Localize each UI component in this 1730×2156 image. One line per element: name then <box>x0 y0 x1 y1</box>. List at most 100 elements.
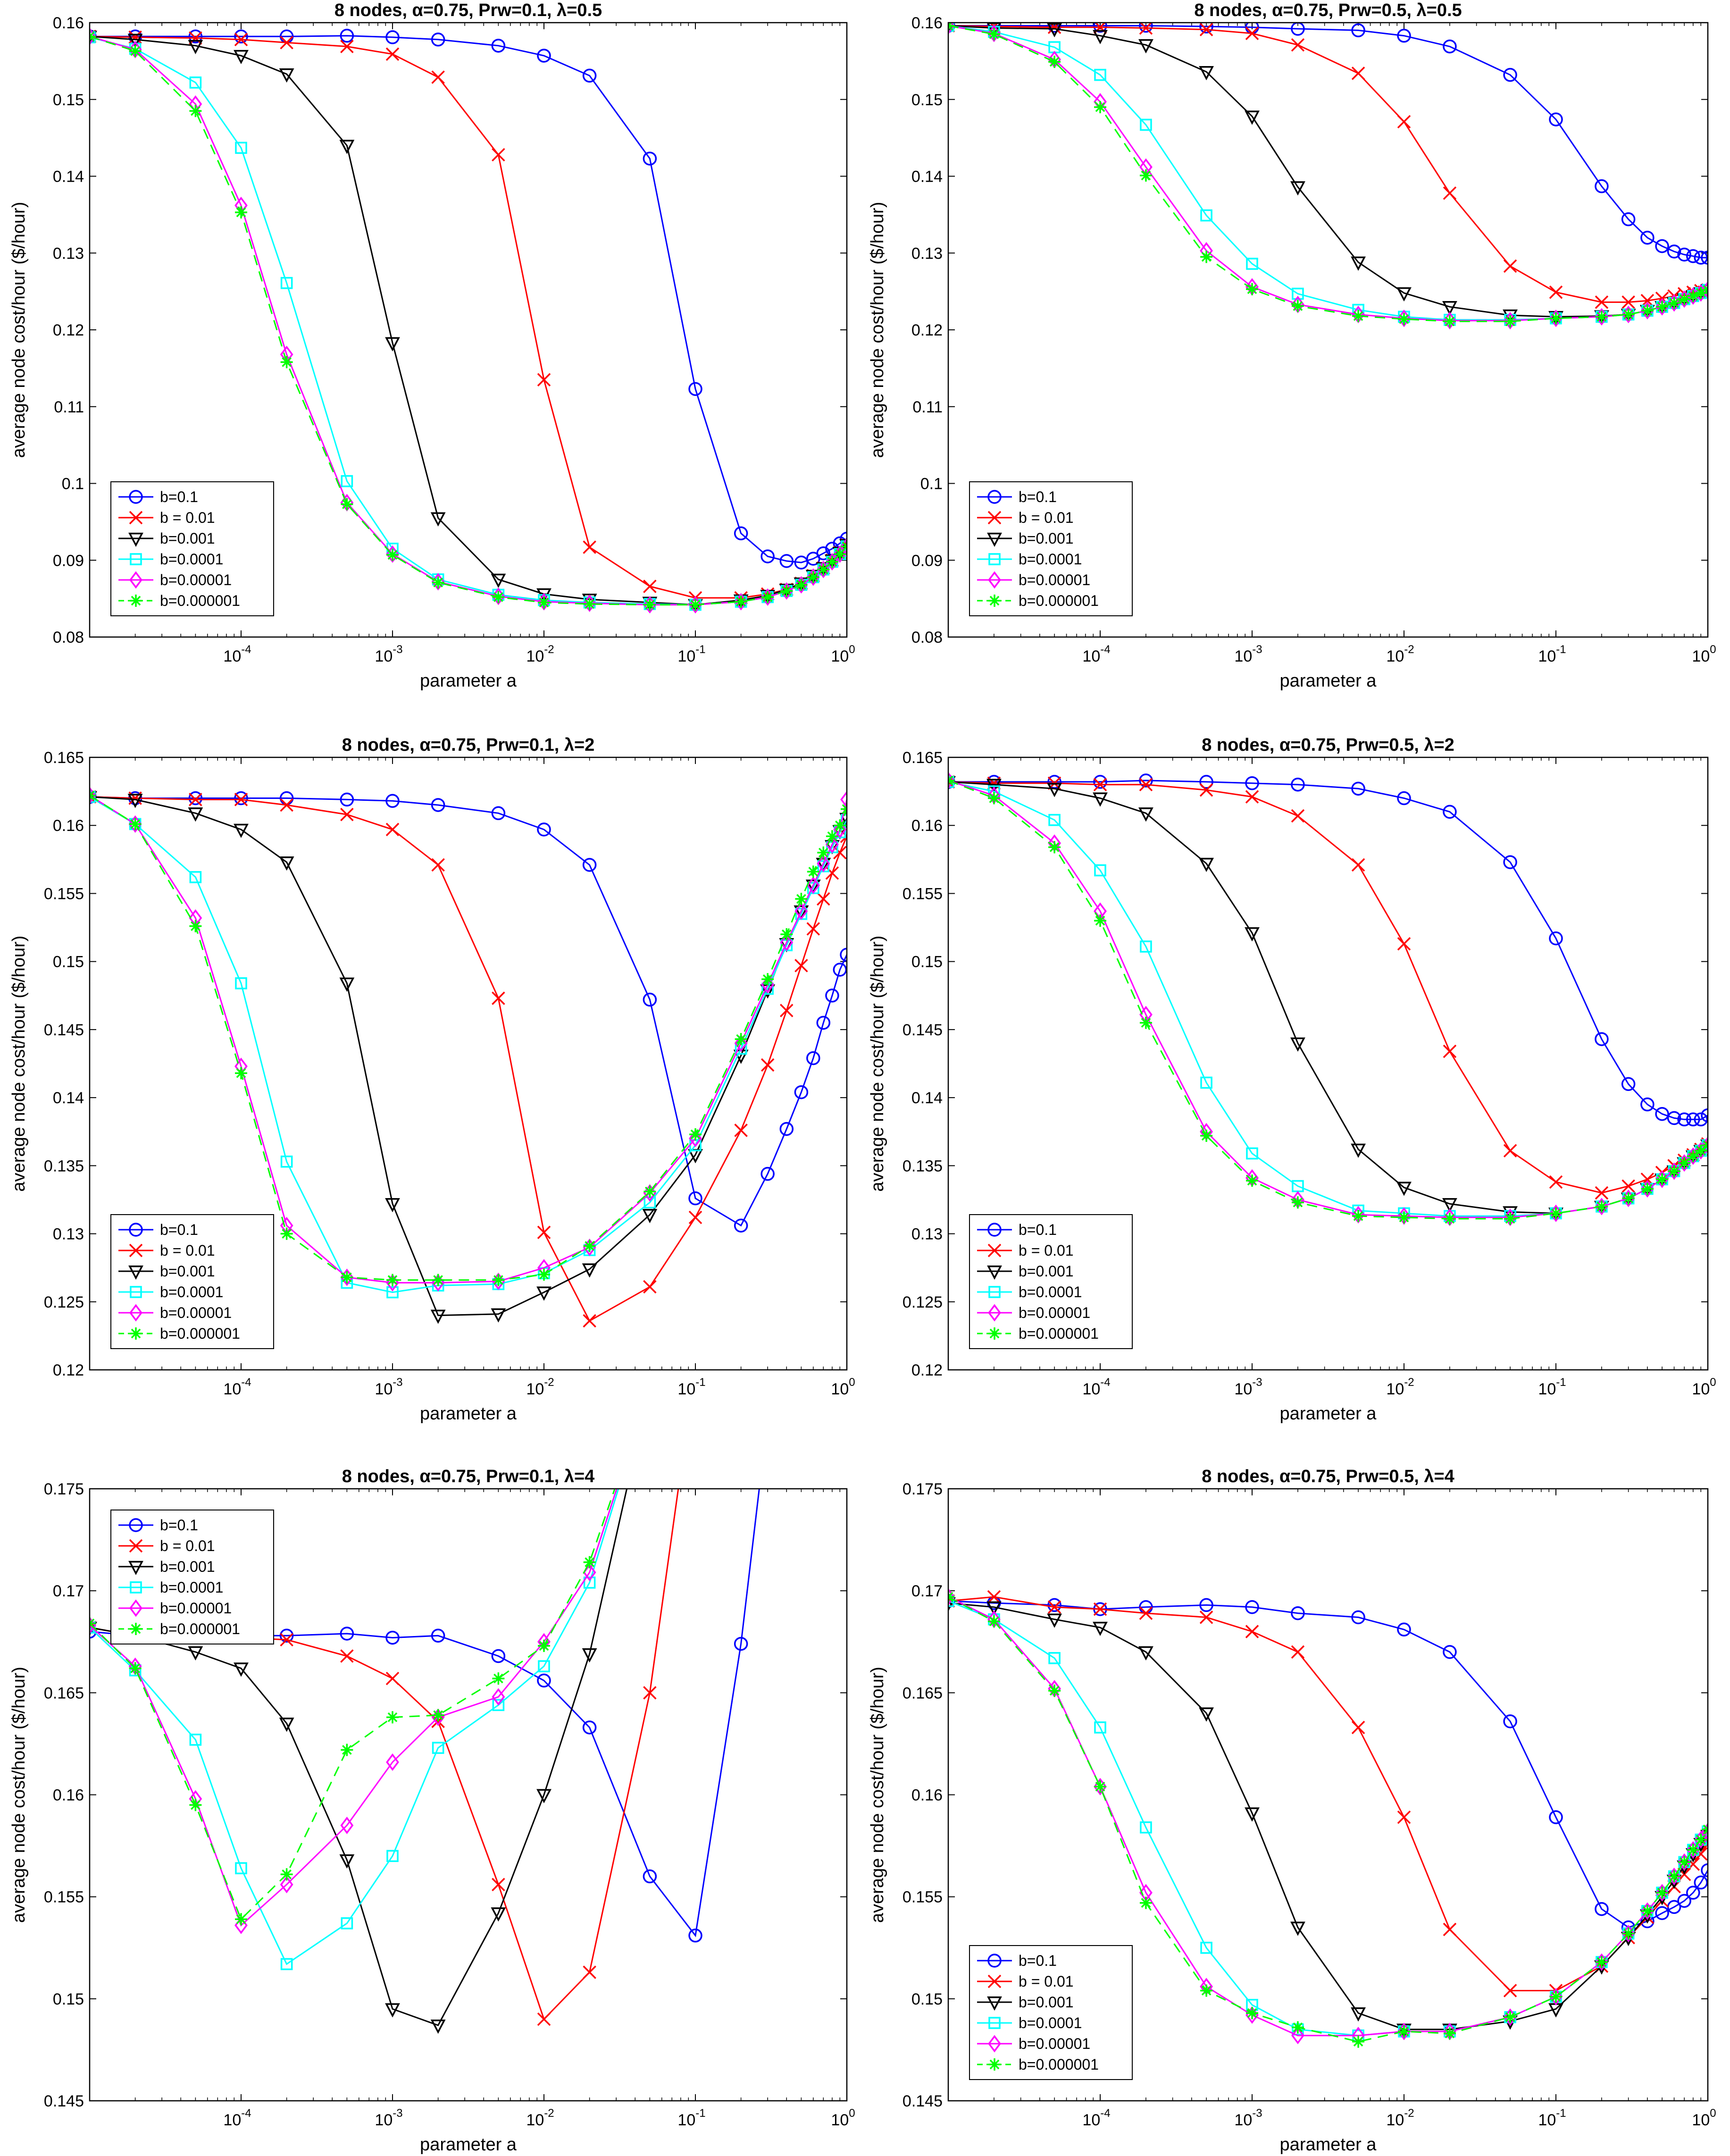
data-point <box>1595 1200 1608 1213</box>
data-point <box>1048 841 1061 854</box>
chart-title: 8 nodes, α=0.75, Prw=0.1, λ=4 <box>342 1467 595 1486</box>
legend-marker <box>988 571 1001 589</box>
data-point <box>1246 1147 1258 1160</box>
series-line-3 <box>90 1489 628 2026</box>
y-tick-label: 0.15 <box>911 1990 943 2008</box>
y-tick-label: 0.13 <box>53 1225 84 1243</box>
y-tick-label: 0.16 <box>53 817 84 835</box>
data-point <box>582 68 597 83</box>
legend-entry-label: b = 0.01 <box>160 1537 215 1554</box>
data-point <box>780 585 793 597</box>
legend-marker <box>130 553 142 565</box>
x-tick-label: 10-2 <box>1386 1376 1414 1398</box>
data-point <box>1351 858 1365 872</box>
legend-entry-label: b=0.1 <box>1019 488 1057 505</box>
data-point <box>279 856 294 871</box>
data-point <box>537 1673 551 1688</box>
data-point <box>794 1085 809 1099</box>
x-axis-label: parameter a <box>1280 2135 1377 2155</box>
data-point <box>1246 2007 1258 2020</box>
data-point <box>1351 1610 1365 1625</box>
legend-entry-label: b=0.001 <box>1019 1263 1074 1280</box>
legend-entry-label: b=0.001 <box>160 1558 215 1575</box>
data-point <box>643 151 657 166</box>
data-point <box>833 821 847 839</box>
data-point <box>234 823 249 838</box>
y-tick-label: 0.09 <box>911 552 943 570</box>
data-point <box>1595 295 1609 309</box>
data-point <box>234 1662 249 1677</box>
data-point <box>644 1185 656 1198</box>
data-point <box>1622 308 1635 321</box>
legend-entry-label: b=0.000001 <box>160 592 240 609</box>
data-point <box>537 1225 551 1239</box>
data-point <box>1641 1183 1654 1195</box>
data-point <box>537 373 551 387</box>
data-point <box>491 39 506 53</box>
legend-marker <box>987 490 1002 504</box>
legend-entry-label: b = 0.01 <box>160 509 215 526</box>
data-point <box>1199 1611 1213 1624</box>
data-point <box>794 902 808 920</box>
data-point <box>1640 1180 1654 1198</box>
y-tick-label: 0.17 <box>911 1582 943 1600</box>
data-point <box>780 933 794 951</box>
data-point <box>1200 1076 1212 1089</box>
data-point <box>582 1648 597 1663</box>
data-point <box>1093 30 1108 44</box>
data-point <box>386 1286 399 1299</box>
data-point <box>1595 1198 1608 1216</box>
x-tick-label: 10-1 <box>677 1376 705 1398</box>
y-tick-label: 0.15 <box>911 953 943 971</box>
data-point <box>1443 39 1457 54</box>
data-point <box>1291 38 1305 52</box>
x-axis-label: parameter a <box>420 671 517 691</box>
data-point <box>432 576 444 589</box>
data-point <box>1351 67 1365 80</box>
data-point <box>582 1720 597 1735</box>
data-point <box>688 1191 702 1206</box>
data-point <box>537 822 551 837</box>
data-point <box>734 1218 748 1233</box>
data-point <box>807 865 819 878</box>
data-point <box>1093 778 1107 791</box>
data-point <box>833 846 847 860</box>
legend-entry-label: b=0.0001 <box>1019 2014 1082 2031</box>
y-tick-label: 0.155 <box>903 1888 943 1906</box>
data-point <box>386 1711 399 1724</box>
data-point <box>1245 1625 1259 1638</box>
data-point <box>340 792 354 807</box>
y-tick-label: 0.15 <box>53 953 84 971</box>
data-point <box>1442 301 1457 316</box>
legend-entry-label: b=0.0001 <box>160 1284 223 1300</box>
data-point <box>1047 783 1062 797</box>
data-point <box>1621 212 1636 227</box>
data-point <box>826 830 838 843</box>
data-point <box>1595 1902 1609 1916</box>
x-tick-label: 100 <box>831 2107 855 2129</box>
data-point <box>1687 1150 1699 1163</box>
data-point <box>583 540 596 554</box>
data-point <box>491 1649 506 1663</box>
data-point <box>1291 777 1305 792</box>
legend-entry-label: b=0.000001 <box>1019 2056 1099 2073</box>
data-point <box>234 791 248 805</box>
data-point <box>583 1238 596 1256</box>
data-point <box>688 1929 702 1943</box>
data-point <box>779 554 794 568</box>
data-point <box>492 591 505 604</box>
data-point <box>280 1868 293 1881</box>
data-point <box>1621 1179 1635 1193</box>
data-point <box>734 1124 748 1137</box>
data-point <box>1701 1863 1708 1878</box>
data-point <box>430 1309 446 1324</box>
data-point <box>385 47 400 61</box>
x-axis-label: parameter a <box>1280 1404 1377 1424</box>
data-point <box>1094 101 1106 114</box>
data-point <box>986 1601 1002 1616</box>
data-point <box>1550 1990 1562 2003</box>
data-point <box>492 1672 505 1685</box>
data-point <box>1351 256 1366 271</box>
y-tick-label: 0.1 <box>62 475 84 493</box>
data-point <box>1246 1174 1258 1187</box>
